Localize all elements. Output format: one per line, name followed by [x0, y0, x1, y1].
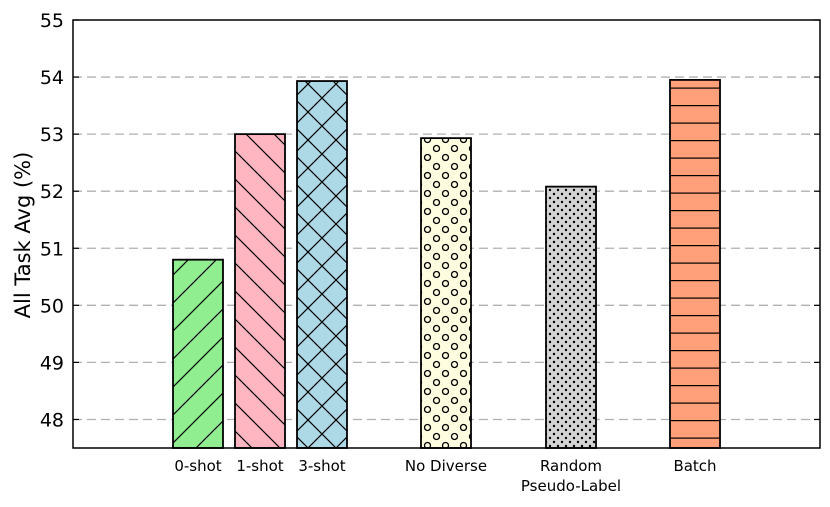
plot-frame — [72, 19, 821, 449]
y-tick-label: 49 — [40, 352, 64, 374]
x-category-label: Random Pseudo-Label — [521, 457, 621, 495]
bar-no-diverse — [420, 137, 472, 449]
y-tick-label: 53 — [40, 124, 64, 146]
bar-batch — [669, 79, 721, 449]
y-tick-label: 54 — [40, 67, 64, 89]
axes: 48 49 50 51 52 53 54 55 0-shot 1-shot 3-shot No Div… — [40, 10, 821, 495]
x-category-label: 1-shot — [236, 457, 283, 475]
y-axis-title: All Task Avg (%) — [11, 152, 35, 319]
bar-0-shot — [172, 258, 224, 449]
x-category-label: Batch — [673, 457, 716, 475]
y-tick-label: 52 — [40, 181, 64, 203]
x-category-label: No Diverse — [405, 457, 487, 475]
bar-1-shot — [234, 133, 286, 449]
y-tick-label: 48 — [40, 409, 64, 431]
bars — [172, 79, 721, 449]
bar-3-shot — [296, 80, 348, 449]
x-category-label: 3-shot — [298, 457, 345, 475]
y-tick-label: 51 — [40, 238, 64, 260]
y-tick-label: 50 — [40, 295, 64, 317]
bar-random-pseudo-label — [545, 185, 597, 449]
y-tick-label: 55 — [40, 10, 64, 32]
x-category-label: 0-shot — [174, 457, 221, 475]
